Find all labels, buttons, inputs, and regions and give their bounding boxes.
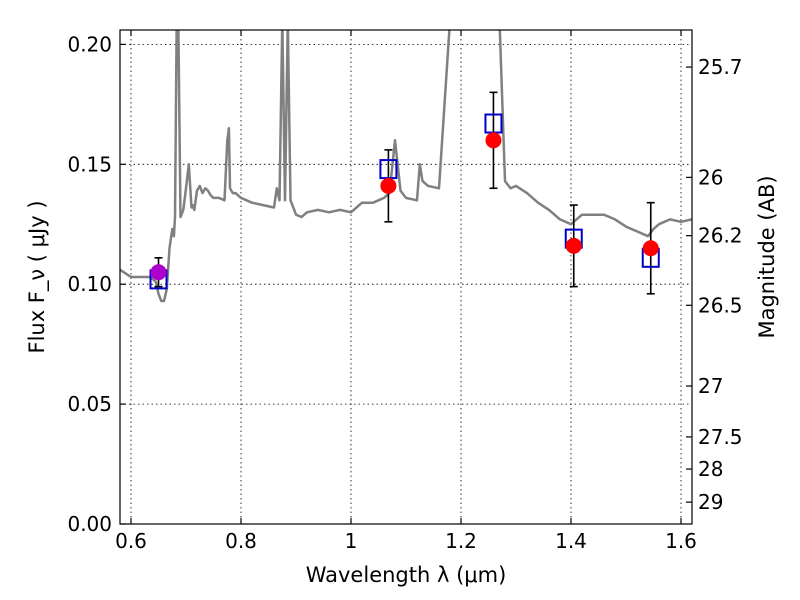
observed-point — [485, 132, 502, 149]
x-tick-label: 0.6 — [115, 529, 147, 553]
spectrum-line — [120, 30, 692, 303]
observed-point — [642, 240, 659, 257]
y2-tick-label: 26.2 — [698, 224, 743, 248]
x-tick-label: 1.2 — [445, 529, 477, 553]
y2-tick-label: 27.5 — [698, 425, 743, 449]
observed-point — [150, 264, 167, 281]
ticks — [120, 30, 692, 525]
y2-axis-label: Magnitude (AB) — [755, 175, 779, 338]
x-tick-label: 0.8 — [225, 529, 257, 553]
plot-frame — [119, 29, 693, 525]
y2-tick-label: 27 — [698, 374, 723, 398]
y2-tick-label: 26.5 — [698, 293, 743, 317]
y-tick-label: 0.05 — [67, 392, 112, 416]
grid — [120, 30, 692, 525]
y-tick-label: 0.15 — [67, 152, 112, 176]
y-tick-label: 0.10 — [67, 272, 112, 296]
y2-tick-label: 28 — [698, 457, 723, 481]
x-tick-label: 1 — [345, 529, 358, 553]
x-tick-label: 1.4 — [555, 529, 587, 553]
y-axis-label: Flux F_ν ( μJy ) — [25, 200, 50, 353]
y2-tick-label: 29 — [698, 490, 723, 514]
y-tick-label: 0.00 — [67, 512, 112, 536]
observed-point — [565, 237, 582, 254]
y2-tick-label: 26 — [698, 165, 723, 189]
plot-area — [120, 30, 692, 303]
observed-point — [380, 177, 397, 194]
y-tick-label: 0.20 — [67, 32, 112, 56]
x-tick-label: 1.6 — [665, 529, 697, 553]
y2-tick-label: 25.7 — [698, 55, 743, 79]
labels: 0.6 0.8 1 1.2 1.4 1.6 0.00 0.05 0.10 0.15 0.20 25.7… — [25, 32, 779, 587]
x-axis-label: Wavelength λ (μm) — [306, 563, 507, 587]
